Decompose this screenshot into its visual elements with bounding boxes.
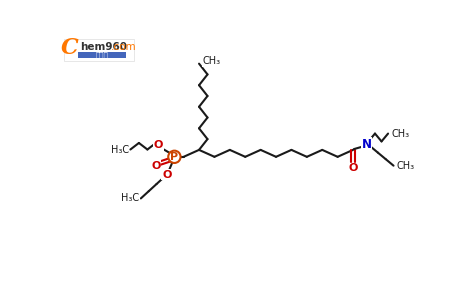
FancyBboxPatch shape xyxy=(78,52,126,58)
Text: CH₃: CH₃ xyxy=(397,161,415,171)
Text: CH₃: CH₃ xyxy=(202,56,220,66)
Text: N: N xyxy=(362,138,372,151)
Text: CH₃: CH₃ xyxy=(391,129,409,139)
Text: O: O xyxy=(154,140,163,150)
Text: .com: .com xyxy=(110,42,136,52)
Text: H₃C: H₃C xyxy=(111,144,129,154)
FancyBboxPatch shape xyxy=(64,39,134,61)
Text: C: C xyxy=(61,37,79,59)
Text: hem960: hem960 xyxy=(81,42,128,52)
Text: O: O xyxy=(162,170,172,180)
Text: O: O xyxy=(348,163,358,173)
Text: P: P xyxy=(170,152,178,162)
Circle shape xyxy=(168,151,181,163)
Text: 化工网: 化工网 xyxy=(96,52,109,59)
Text: H₃C: H₃C xyxy=(121,193,139,203)
Text: O: O xyxy=(151,161,161,171)
